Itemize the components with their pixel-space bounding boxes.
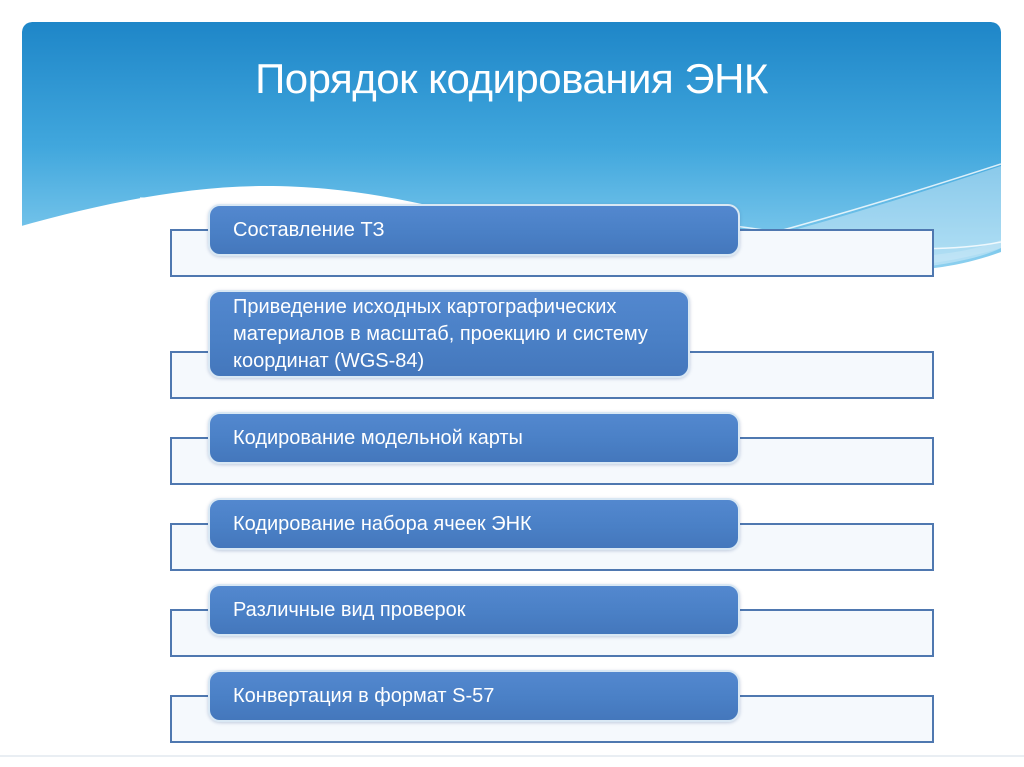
step-box: Кодирование набора ячеек ЭНК: [208, 498, 740, 550]
slide-title: Порядок кодирования ЭНК: [255, 55, 768, 102]
step-label: Составление ТЗ: [233, 218, 385, 241]
step-label: Конвертация в формат S-57: [233, 684, 495, 707]
step-box: Кодирование модельной карты: [208, 412, 740, 464]
step-label: Приведение исходных картографических мат…: [233, 295, 648, 372]
slide-bottom-edge-line: [0, 755, 1024, 757]
step-label: Кодирование модельной карты: [233, 426, 523, 449]
step-label: Различные вид проверок: [233, 598, 466, 621]
step-box: Различные вид проверок: [208, 584, 740, 636]
step-label: Кодирование набора ячеек ЭНК: [233, 512, 532, 535]
step-box: Конвертация в формат S-57: [208, 670, 740, 722]
step-box: Приведение исходных картографических мат…: [208, 290, 690, 378]
step-box: Составление ТЗ: [208, 204, 740, 256]
